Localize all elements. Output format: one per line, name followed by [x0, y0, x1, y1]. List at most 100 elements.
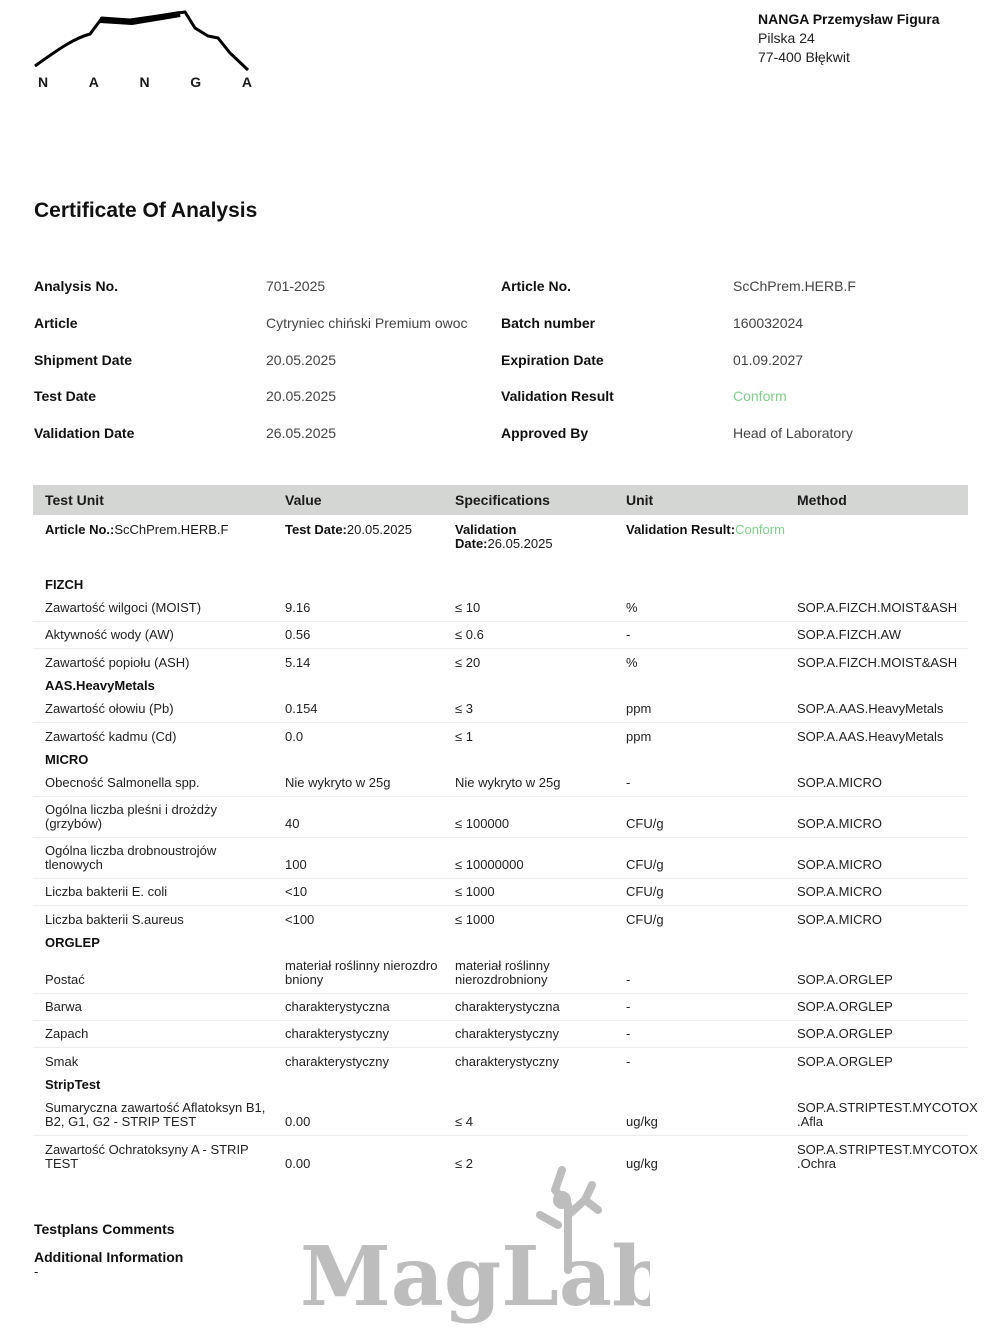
unit-cell: CFU/g [626, 857, 664, 872]
company-name: NANGA Przemysław Figura [758, 11, 940, 27]
method-cell: SOP.A.ORGLEP [797, 1054, 893, 1069]
unit-cell: - [626, 1054, 631, 1069]
info-label: Approved By [501, 425, 589, 441]
info-row: Validation Date 26.05.2025 Approved By H… [34, 425, 974, 445]
value-cell: 100 [285, 857, 307, 872]
method-cell: SOP.A.ORGLEP [797, 999, 893, 1014]
spec-cell: ≤ 0.6 [455, 627, 484, 642]
group-heading: FIZCH [45, 577, 84, 592]
group-heading: StripTest [45, 1077, 101, 1092]
unit-cell: % [626, 655, 638, 670]
test-unit-cell: Zawartość popiołu (ASH) [45, 655, 190, 670]
unit-cell: CFU/g [626, 816, 664, 831]
header-value: Value [285, 492, 322, 508]
spec-cell: ≤ 1000 [455, 884, 495, 899]
info-row: Article Cytryniec chiński Premium owoc B… [34, 315, 974, 335]
unit-cell: ug/kg [626, 1156, 658, 1171]
method-cell: SOP.A.MICRO [797, 775, 883, 790]
spec-cell: ≤ 1000 [455, 912, 495, 927]
info-label: Validation Result [501, 388, 614, 404]
value-cell: charakterystyczna [285, 999, 390, 1014]
info-value: 20.05.2025 [266, 388, 337, 404]
value-cell: <100 [285, 912, 315, 927]
method-cell: SOP.A.AAS.HeavyMetals [797, 729, 944, 744]
company-street: Pilska 24 [758, 30, 815, 46]
info-value: Conform [733, 388, 787, 404]
spec-cell: ≤ 100000 [455, 816, 510, 831]
info-label: Test Date [34, 388, 96, 404]
table-row: Obecność Salmonella spp. Nie wykryto w 25… [33, 770, 968, 797]
value-cell: 40 [285, 816, 300, 831]
unit-cell: - [626, 1026, 631, 1041]
unit-cell: CFU/g [626, 884, 664, 899]
table-row: Sumaryczna zawartość Aflatoksyn B1, B2, … [33, 1095, 978, 1136]
maglab-logo-icon: MagLab [300, 1166, 669, 1325]
test-unit-cell: Zawartość Ochratoksyny A - STRIP TEST [45, 1142, 249, 1171]
info-label: Analysis No. [34, 278, 119, 294]
test-unit-cell: Obecność Salmonella spp. [45, 775, 200, 790]
value-cell: materiał roślinny nierozdro bniony [285, 958, 438, 987]
spec-cell: ≤ 3 [455, 701, 473, 716]
svg-text:MagLab: MagLab [300, 1229, 650, 1325]
method-cell: SOP.A.ORGLEP [797, 1026, 893, 1041]
page-title: Certificate Of Analysis [34, 199, 258, 222]
info-value: ScChPrem.HERB.F [733, 278, 856, 294]
spec-cell: ≤ 4 [455, 1114, 473, 1129]
test-unit-cell: Barwa [45, 999, 82, 1014]
test-unit-cell: Postać [45, 972, 85, 987]
method-cell: SOP.A.MICRO [797, 912, 883, 927]
group-heading: MICRO [45, 752, 89, 767]
spec-cell: charakterystyczny [455, 1054, 560, 1069]
value-cell: 0.00 [285, 1114, 311, 1129]
value-cell: 9.16 [285, 600, 311, 615]
company-city: 77-400 Błękwit [758, 49, 850, 65]
table-row: Barwa charakterystyczna charakterystyczna -… [33, 994, 968, 1021]
test-unit-cell: Liczba bakterii E. coli [45, 884, 168, 899]
test-unit-cell: Aktywność wody (AW) [45, 627, 174, 642]
table-row: Postać materiał roślinny nierozdro bniony… [33, 953, 968, 994]
info-value: 701-2025 [266, 278, 326, 294]
table-row: Ogólna liczba pleśni i drożdży (grzybów)… [33, 797, 968, 838]
info-value: 20.05.2025 [266, 352, 337, 368]
value-cell: 0.0 [285, 729, 304, 744]
mountain-logo-icon [34, 10, 250, 72]
table-row: Zapach charakterystyczny charakterystyczny… [33, 1021, 968, 1048]
table-row: Aktywność wody (AW) 0.56 ≤ 0.6 - SOP.A.FIZCH… [33, 622, 968, 649]
spec-cell: charakterystyczny [455, 1026, 560, 1041]
unit-cell: - [626, 972, 631, 987]
table-row: Zawartość Ochratoksyny A - STRIP TEST 0.0… [33, 1136, 978, 1177]
summary-row: Article No.:ScChPrem.HERB.F Test Date:20… [33, 515, 968, 575]
maglab-watermark: MagLab [300, 1165, 669, 1330]
unit-cell: ug/kg [626, 1114, 658, 1129]
test-unit-cell: Smak [45, 1054, 79, 1069]
test-unit-cell: Zawartość kadmu (Cd) [45, 729, 177, 744]
info-label: Batch number [501, 315, 596, 331]
info-value: Cytryniec chiński Premium owoc [266, 315, 468, 331]
method-cell: SOP.A.MICRO [797, 884, 883, 899]
method-cell: SOP.A.ORGLEP [797, 972, 893, 987]
header-method: Method [797, 492, 847, 508]
value-cell: <10 [285, 884, 308, 899]
summary-article: Article No.:ScChPrem.HERB.F [45, 522, 229, 537]
test-unit-cell: Zapach [45, 1026, 89, 1041]
spec-cell: Nie wykryto w 25g [455, 775, 561, 790]
spec-cell: ≤ 1 [455, 729, 473, 744]
spec-cell: materiał roślinny nierozdrobniony [455, 958, 550, 987]
method-cell: SOP.A.MICRO [797, 816, 883, 831]
method-cell: SOP.A.STRIPTEST.MYCOTOX .Afla [797, 1100, 978, 1129]
spec-cell: ≤ 2 [455, 1156, 473, 1171]
info-row: Shipment Date 20.05.2025 Expiration Date… [34, 352, 974, 372]
unit-cell: - [626, 999, 631, 1014]
spec-cell: charakterystyczna [455, 999, 560, 1014]
spec-cell: ≤ 20 [455, 655, 481, 670]
info-value: 160032024 [733, 315, 804, 331]
method-cell: SOP.A.FIZCH.AW [797, 627, 902, 642]
unit-cell: - [626, 627, 631, 642]
test-unit-cell: Liczba bakterii S.aureus [45, 912, 184, 927]
header-test-unit: Test Unit [45, 492, 104, 508]
results-table: Test Unit Value Specifications Unit Meth… [33, 485, 978, 1177]
info-value: 01.09.2027 [733, 352, 804, 368]
test-unit-cell: Ogólna liczba pleśni i drożdży (grzybów) [45, 802, 217, 831]
